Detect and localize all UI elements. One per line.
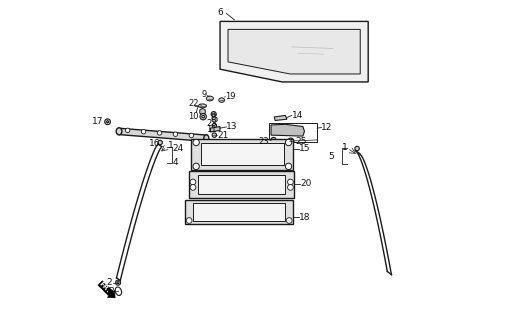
Text: 1: 1	[342, 143, 348, 152]
Text: 12: 12	[321, 123, 333, 132]
Circle shape	[189, 133, 194, 138]
Circle shape	[186, 218, 192, 223]
Circle shape	[288, 138, 294, 144]
Circle shape	[106, 121, 108, 123]
Text: 13: 13	[227, 122, 238, 132]
Ellipse shape	[206, 96, 213, 101]
Circle shape	[211, 112, 216, 117]
Ellipse shape	[116, 128, 122, 135]
Text: 9: 9	[201, 90, 206, 99]
Text: FR.: FR.	[98, 281, 112, 294]
Text: 4: 4	[172, 158, 178, 167]
Text: 15: 15	[299, 144, 311, 153]
Polygon shape	[198, 175, 285, 195]
Circle shape	[271, 137, 276, 142]
Circle shape	[157, 131, 162, 135]
Text: 16: 16	[149, 139, 161, 148]
Circle shape	[190, 185, 196, 190]
Circle shape	[287, 185, 294, 190]
Circle shape	[173, 132, 177, 136]
Circle shape	[193, 163, 199, 170]
Text: 20: 20	[300, 180, 311, 188]
Circle shape	[190, 179, 196, 185]
Text: 23: 23	[258, 137, 269, 146]
Text: 3: 3	[108, 287, 114, 296]
Text: 19: 19	[225, 92, 235, 101]
Text: 22: 22	[188, 99, 199, 108]
Circle shape	[141, 129, 146, 134]
Circle shape	[116, 280, 121, 285]
Text: 25: 25	[295, 137, 306, 146]
Polygon shape	[274, 116, 287, 121]
Polygon shape	[189, 171, 294, 198]
Circle shape	[285, 163, 292, 170]
Circle shape	[158, 140, 162, 145]
Ellipse shape	[204, 135, 209, 142]
Polygon shape	[98, 281, 115, 298]
Polygon shape	[118, 128, 207, 141]
Polygon shape	[228, 29, 360, 74]
Text: 2: 2	[106, 278, 112, 287]
Text: 14: 14	[292, 111, 303, 120]
Polygon shape	[191, 139, 294, 170]
Polygon shape	[212, 117, 217, 123]
Text: 10: 10	[188, 112, 199, 121]
Polygon shape	[185, 200, 294, 224]
Circle shape	[355, 146, 359, 151]
Circle shape	[287, 179, 294, 185]
Text: 5: 5	[328, 152, 334, 161]
Circle shape	[212, 133, 216, 137]
Polygon shape	[271, 124, 305, 136]
Text: 1: 1	[168, 141, 173, 150]
Polygon shape	[210, 126, 220, 132]
Ellipse shape	[219, 98, 225, 102]
Text: 24: 24	[172, 144, 184, 153]
Circle shape	[117, 282, 119, 284]
Polygon shape	[193, 203, 285, 220]
Text: 6: 6	[218, 8, 223, 17]
Text: 18: 18	[299, 213, 311, 222]
Text: 23: 23	[206, 118, 217, 128]
Polygon shape	[201, 143, 284, 165]
Text: 8: 8	[210, 114, 215, 123]
Circle shape	[125, 128, 130, 132]
Text: 17: 17	[92, 117, 104, 126]
Text: 21: 21	[218, 131, 229, 140]
Circle shape	[212, 123, 216, 128]
Text: 11: 11	[206, 125, 216, 134]
Circle shape	[193, 139, 199, 146]
Circle shape	[105, 119, 111, 124]
Circle shape	[286, 218, 292, 223]
Circle shape	[285, 139, 292, 146]
Circle shape	[202, 116, 204, 118]
Polygon shape	[200, 108, 205, 115]
Polygon shape	[220, 21, 368, 82]
Ellipse shape	[199, 104, 206, 108]
Circle shape	[200, 114, 206, 120]
Text: 7: 7	[193, 106, 199, 115]
